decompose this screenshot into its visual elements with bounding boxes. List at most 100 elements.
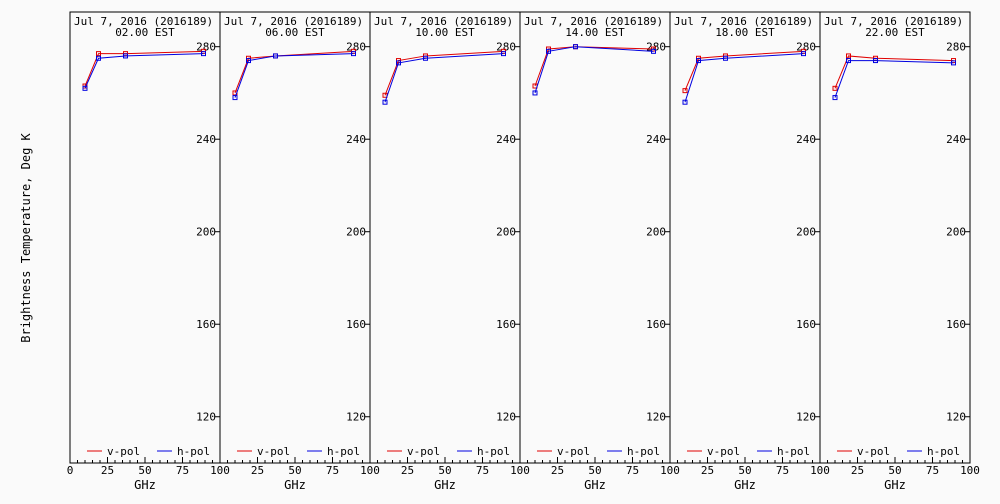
panel-6: Jul 7, 2016 (2016189)22.00 EST 120 160 200 2… xyxy=(819,11,980,492)
data-point-h-pol xyxy=(651,48,656,54)
y-tick-label: 120 xyxy=(946,411,966,424)
x-tick-label: 100 xyxy=(210,464,230,477)
legend-label-v-pol: v-pol xyxy=(557,445,590,458)
y-tick-label: 240 xyxy=(346,133,366,146)
data-point-h-pol xyxy=(532,90,538,96)
data-point-h-pol xyxy=(696,58,701,64)
series-line-h-pol xyxy=(384,53,504,103)
y-tick-label: 200 xyxy=(646,226,666,239)
data-point-h-pol xyxy=(846,58,851,64)
series-line-v-pol xyxy=(834,55,954,89)
data-point-h-pol xyxy=(396,60,401,66)
data-point-h-pol xyxy=(201,51,206,57)
series-line-h-pol xyxy=(684,53,804,103)
x-axis-label: GHz xyxy=(134,478,156,492)
x-tick-label: 100 xyxy=(660,464,680,477)
series-line-h-pol xyxy=(84,53,204,89)
x-tick-label: 75 xyxy=(176,464,189,477)
x-tick-label: 25 xyxy=(101,464,114,477)
x-tick-label: 100 xyxy=(960,464,980,477)
series-line-h-pol xyxy=(534,46,654,94)
data-point-h-pol xyxy=(546,48,551,54)
x-axis-label: GHz xyxy=(584,478,606,492)
legend-label-h-pol: h-pol xyxy=(627,445,660,458)
x-tick-label: 50 xyxy=(438,464,451,477)
x-tick-label: 25 xyxy=(701,464,714,477)
legend-label-h-pol: h-pol xyxy=(777,445,810,458)
data-point-h-pol xyxy=(501,51,506,57)
x-tick-label: 100 xyxy=(360,464,380,477)
panel-2: Jul 7, 2016 (2016189)06.00 EST 120 160 200 2… xyxy=(219,11,380,492)
data-point-v-pol xyxy=(846,53,851,59)
y-tick-label: 120 xyxy=(496,411,516,424)
x-tick-label: 75 xyxy=(326,464,339,477)
x-tick-label: 25 xyxy=(401,464,414,477)
data-point-h-pol xyxy=(96,55,101,61)
legend-label-v-pol: v-pol xyxy=(107,445,140,458)
panel-5: Jul 7, 2016 (2016189)18.00 EST 120 160 200 2… xyxy=(669,11,830,492)
data-point-h-pol xyxy=(801,51,806,57)
data-point-h-pol xyxy=(873,58,878,64)
data-point-h-pol xyxy=(82,85,88,91)
data-point-v-pol xyxy=(96,51,101,57)
panel-title: Jul 7, 2016 (2016189) xyxy=(824,15,963,28)
legend-label-h-pol: h-pol xyxy=(927,445,960,458)
series-line-v-pol xyxy=(84,50,204,87)
data-point-h-pol xyxy=(382,99,388,105)
x-axis-label: GHz xyxy=(884,478,906,492)
panel-time: 06.00 EST xyxy=(265,26,325,39)
y-tick-label: 200 xyxy=(346,226,366,239)
x-tick-label: 75 xyxy=(476,464,489,477)
data-point-h-pol xyxy=(682,99,688,105)
panel-title: Jul 7, 2016 (2016189) xyxy=(674,15,813,28)
y-tick-label: 200 xyxy=(196,226,216,239)
y-tick-label: 200 xyxy=(796,226,816,239)
x-axis-label: GHz xyxy=(434,478,456,492)
data-point-h-pol xyxy=(232,95,238,101)
data-point-h-pol xyxy=(573,44,578,50)
series-line-v-pol xyxy=(384,50,504,96)
legend-label-h-pol: h-pol xyxy=(177,445,210,458)
legend-label-v-pol: v-pol xyxy=(857,445,890,458)
series-line-h-pol xyxy=(234,53,354,98)
series-line-v-pol xyxy=(234,50,354,94)
y-tick-label: 240 xyxy=(946,133,966,146)
y-tick-label: 160 xyxy=(646,318,666,331)
panel-time: 22.00 EST xyxy=(865,26,925,39)
x-tick-label: 25 xyxy=(551,464,564,477)
data-point-h-pol xyxy=(246,58,251,64)
y-tick-label: 280 xyxy=(946,41,966,54)
y-tick-label: 160 xyxy=(946,318,966,331)
legend-label-v-pol: v-pol xyxy=(707,445,740,458)
y-axis-label: Brightness Temperature, Deg K xyxy=(19,132,33,342)
x-tick-label: 50 xyxy=(138,464,151,477)
x-tick-label: 100 xyxy=(810,464,830,477)
panel-title: Jul 7, 2016 (2016189) xyxy=(224,15,363,28)
panel-time: 18.00 EST xyxy=(715,26,775,39)
series-line-v-pol xyxy=(534,46,654,87)
x-axis-label: GHz xyxy=(734,478,756,492)
x-tick-label: 100 xyxy=(510,464,530,477)
panel-title: Jul 7, 2016 (2016189) xyxy=(374,15,513,28)
y-tick-label: 240 xyxy=(646,133,666,146)
x-tick-label: 25 xyxy=(251,464,264,477)
x-tick-label: 50 xyxy=(288,464,301,477)
y-tick-label: 200 xyxy=(496,226,516,239)
y-tick-label: 160 xyxy=(196,318,216,331)
y-tick-label: 120 xyxy=(646,411,666,424)
y-tick-label: 160 xyxy=(496,318,516,331)
data-point-h-pol xyxy=(723,55,728,61)
legend-label-h-pol: h-pol xyxy=(477,445,510,458)
data-point-h-pol xyxy=(273,53,278,59)
series-line-v-pol xyxy=(684,50,804,91)
y-tick-label: 120 xyxy=(196,411,216,424)
y-tick-label: 120 xyxy=(796,411,816,424)
panel-1: Jul 7, 2016 (2016189)02.00 EST 120 160 200 2… xyxy=(67,11,230,492)
data-point-h-pol xyxy=(351,51,356,57)
x-tick-label: 75 xyxy=(926,464,939,477)
panel-3: Jul 7, 2016 (2016189)10.00 EST 120 160 200 2… xyxy=(369,11,530,492)
panel-title: Jul 7, 2016 (2016189) xyxy=(524,15,663,28)
x-tick-label: 50 xyxy=(888,464,901,477)
